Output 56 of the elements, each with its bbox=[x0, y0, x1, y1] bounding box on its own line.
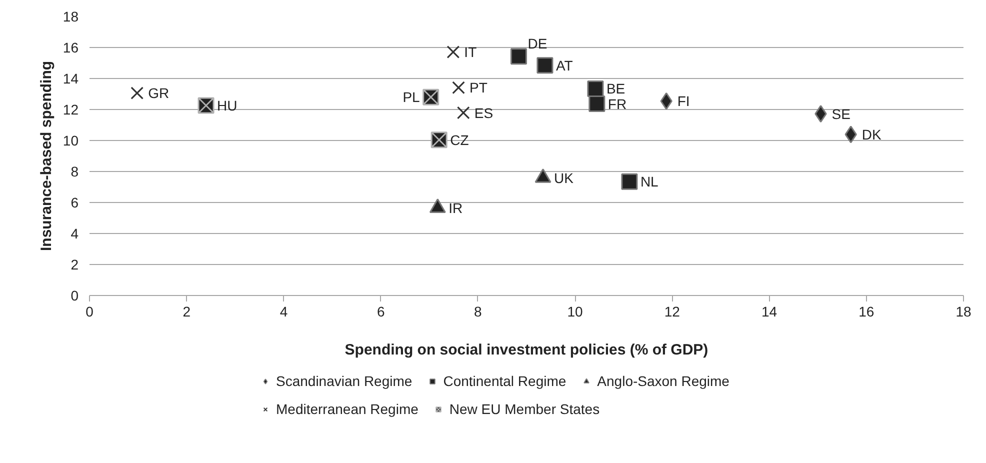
x-tick-label: 6 bbox=[376, 304, 385, 320]
y-tick-label: 4 bbox=[70, 226, 79, 242]
annotation: NL bbox=[640, 174, 659, 190]
annotation: CZ bbox=[450, 132, 470, 148]
point bbox=[621, 173, 638, 190]
x-tick-label: 18 bbox=[956, 304, 972, 320]
point bbox=[430, 132, 448, 148]
annotation: UK bbox=[554, 170, 574, 186]
annotation: AT bbox=[556, 57, 574, 74]
y-tick-label: 6 bbox=[70, 194, 79, 210]
y-tick-label: 0 bbox=[70, 288, 79, 304]
point bbox=[446, 46, 460, 58]
y-tick-label: 12 bbox=[62, 102, 79, 118]
legend-label: Mediterranean Regime bbox=[276, 401, 418, 417]
point bbox=[452, 81, 465, 94]
point bbox=[130, 86, 144, 100]
annotation: DE bbox=[528, 35, 548, 52]
point bbox=[587, 80, 604, 97]
y-tick-label: 14 bbox=[62, 70, 79, 86]
x-tick-label: 4 bbox=[280, 304, 288, 320]
annotation: FR bbox=[608, 96, 627, 112]
x-tick-label: 2 bbox=[182, 304, 191, 320]
annotation: GR bbox=[148, 85, 170, 102]
y-tick-label: 2 bbox=[70, 256, 79, 272]
x-tick-label: 10 bbox=[567, 304, 584, 320]
point bbox=[536, 57, 554, 74]
annotation: IT bbox=[464, 44, 478, 60]
x-tick-label: 16 bbox=[858, 304, 874, 320]
y-tick-label: 16 bbox=[62, 40, 79, 56]
x-tick-label: 0 bbox=[86, 304, 94, 320]
point bbox=[422, 88, 440, 106]
legend-label: Scandinavian Regime bbox=[276, 373, 412, 389]
y-axis-title: Insurance-based spending bbox=[38, 60, 55, 252]
annotation: SE bbox=[832, 106, 850, 122]
annotation: FI bbox=[677, 93, 690, 110]
x-tick-label: 8 bbox=[474, 304, 482, 320]
legend-label: Anglo-Saxon Regime bbox=[597, 373, 730, 389]
legend-label: Continental Regime bbox=[443, 373, 566, 389]
y-tick-label: 18 bbox=[62, 8, 79, 24]
annotation: HU bbox=[217, 97, 238, 114]
annotation: IR bbox=[448, 200, 463, 216]
x-tick-label: 14 bbox=[761, 304, 778, 320]
y-tick-label: 10 bbox=[62, 132, 79, 148]
annotation: PT bbox=[470, 80, 488, 96]
point bbox=[588, 96, 606, 112]
y-tick-label: 8 bbox=[70, 164, 79, 180]
point bbox=[456, 106, 470, 120]
x-tick-label: 12 bbox=[664, 304, 680, 320]
point bbox=[510, 48, 527, 65]
annotation: DK bbox=[862, 126, 882, 142]
annotation: PL bbox=[402, 89, 420, 106]
x-axis-title: Spending on social investment policies (% of GDP) bbox=[344, 342, 708, 358]
annotation: ES bbox=[474, 104, 494, 121]
point bbox=[198, 97, 214, 114]
legend-label: New EU Member States bbox=[449, 401, 600, 417]
annotation: BE bbox=[606, 80, 626, 97]
